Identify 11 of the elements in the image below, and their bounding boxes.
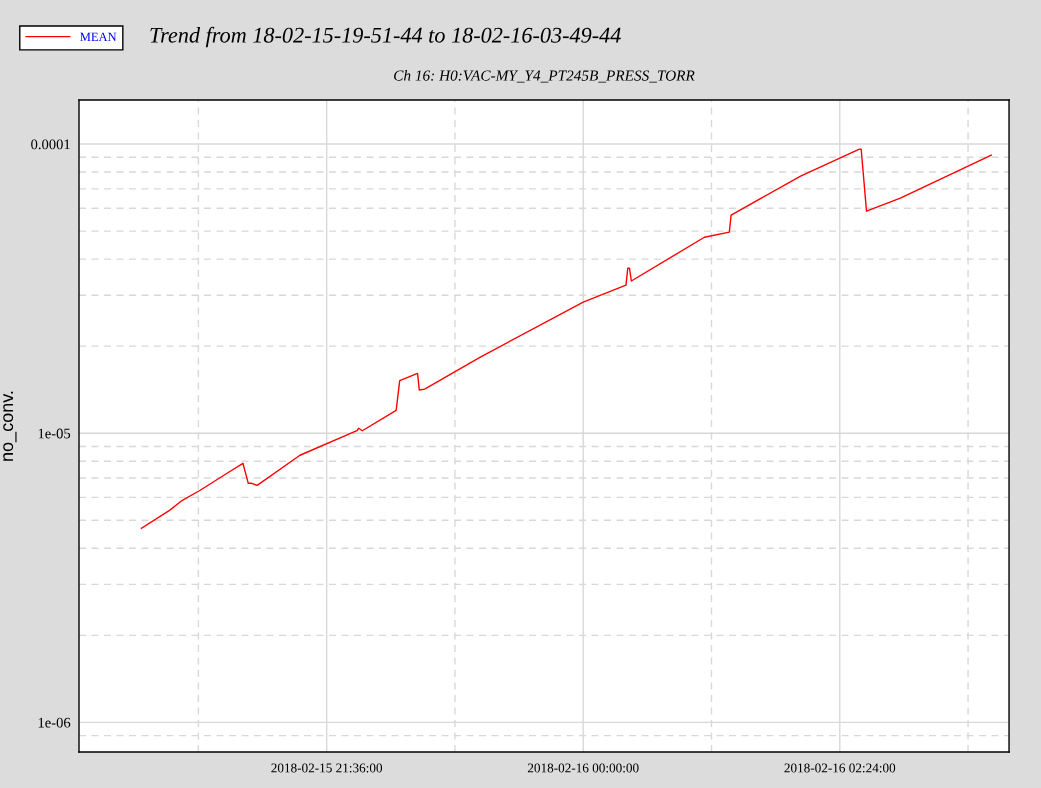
x-tick-label: 2018-02-16 00:00:00 xyxy=(527,763,639,773)
y-axis-title: no_conv. xyxy=(3,391,17,461)
x-tick-label: 2018-02-15 21:36:00 xyxy=(271,763,383,773)
y-tick-label: 1e-05 xyxy=(38,428,71,439)
x-tick-label: 2018-02-16 02:24:00 xyxy=(784,763,896,773)
legend-label: MEAN xyxy=(80,32,117,41)
line-series xyxy=(140,148,992,529)
chart-subtitle: Ch 16: H0:VAC-MY_Y4_PT245B_PRESS_TORR xyxy=(394,69,695,83)
y-tick-label: 1e-06 xyxy=(38,717,71,728)
chart-title: Trend from 18-02-15-19-51-44 to 18-02-16-03-49-44 xyxy=(150,26,621,48)
y-tick-label: 0.0001 xyxy=(31,139,70,150)
